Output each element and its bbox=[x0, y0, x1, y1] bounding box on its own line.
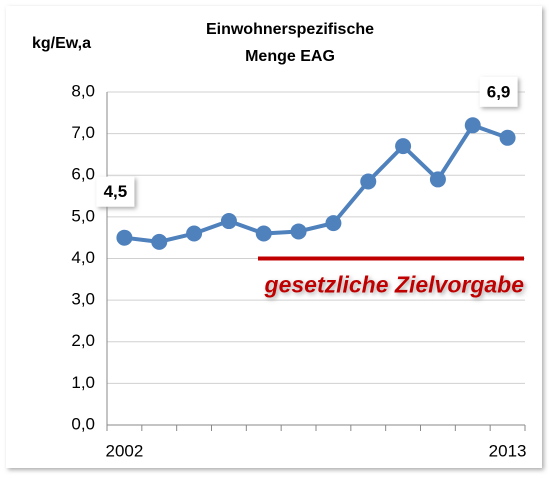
y-tick-label: 2,0 bbox=[71, 331, 95, 350]
chart-title: Einwohnerspezifische bbox=[206, 21, 374, 38]
y-tick-label: 3,0 bbox=[71, 290, 95, 309]
point bbox=[255, 225, 272, 242]
data-label-box bbox=[479, 76, 518, 107]
chart-title: Menge EAG bbox=[245, 48, 335, 65]
point bbox=[395, 138, 412, 155]
point bbox=[325, 215, 342, 232]
target-label: gesetzliche Zielvorgabe bbox=[264, 272, 525, 298]
data-label-box bbox=[96, 176, 135, 207]
point bbox=[499, 129, 516, 146]
y-tick-label: 1,0 bbox=[71, 373, 95, 392]
point bbox=[360, 173, 377, 190]
point bbox=[186, 225, 203, 242]
point bbox=[151, 233, 168, 250]
y-axis-label: kg/Ew,a bbox=[32, 35, 91, 52]
point bbox=[464, 117, 481, 134]
y-tick-label: 4,0 bbox=[71, 248, 95, 267]
frame bbox=[6, 6, 542, 468]
point bbox=[220, 213, 237, 230]
data-label: 4,5 bbox=[104, 182, 128, 201]
y-tick-label: 6,0 bbox=[71, 165, 95, 184]
y-tick-label: 5,0 bbox=[71, 206, 95, 225]
point bbox=[290, 223, 307, 240]
y-tick-label: 7,0 bbox=[71, 123, 95, 142]
x-tick-label: 2002 bbox=[106, 441, 144, 460]
y-tick-label: 0,0 bbox=[71, 414, 95, 433]
x-tick-label: 2013 bbox=[489, 441, 527, 460]
point bbox=[116, 229, 133, 246]
data-label: 6,9 bbox=[487, 82, 511, 101]
point bbox=[429, 171, 446, 188]
y-tick-label: 8,0 bbox=[71, 81, 95, 100]
